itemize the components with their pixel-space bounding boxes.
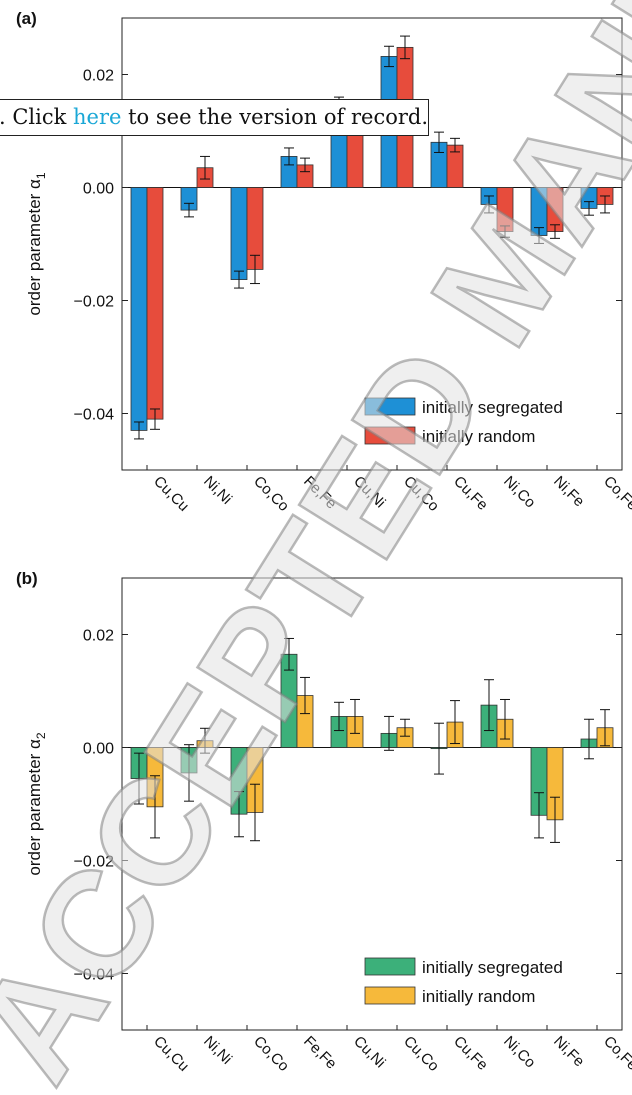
x-tick-label: Ni,Co (500, 1033, 539, 1072)
x-tick-label: Co,Fe (600, 1033, 632, 1074)
y-axis-label-subscript: 2 (34, 732, 48, 739)
x-tick-label: Cu,Cu (150, 1033, 192, 1075)
x-tick-label: Co,Co (250, 473, 292, 515)
y-axis-label: order parameter α1 (25, 172, 48, 315)
panel-label: (a) (16, 9, 37, 28)
legend-swatch (364, 986, 416, 1005)
version-of-record-banner: . Click here to see the version of recor… (0, 99, 429, 136)
panel-label: (b) (16, 569, 38, 588)
y-tick-label: −0.04 (74, 967, 115, 984)
x-tick-label: Ni,Ni (200, 473, 235, 508)
bar (496, 187, 514, 232)
y-tick-label: 0.00 (83, 741, 114, 758)
y-tick-label: −0.02 (74, 854, 115, 871)
y-axis-label-text: order parameter α (25, 739, 44, 876)
legend-label: initially segregated (422, 958, 563, 977)
x-tick-label: Cu,Cu (150, 473, 192, 515)
panel-b-chart: (b) 0.02 0.00 −0.02 −0.04 order parameter α2 C… (16, 569, 632, 1075)
bar (146, 187, 164, 420)
legend-label: initially segregated (422, 398, 563, 417)
x-tick-label: Cu,Ni (350, 1033, 389, 1072)
plot-frame (121, 577, 623, 1031)
banner-prefix: . Click (0, 105, 74, 129)
bar (130, 187, 148, 431)
plot-frame (121, 17, 623, 471)
legend-swatch (364, 426, 416, 445)
legend-label: initially random (422, 987, 535, 1006)
y-axis-label-text: order parameter α (25, 179, 44, 316)
here-link[interactable]: here (73, 105, 122, 129)
x-tick-label: Cu,Fe (450, 473, 491, 514)
x-tick-label: Cu,Co (400, 473, 442, 515)
legend-label: initially random (422, 427, 535, 446)
y-tick-label: −0.02 (74, 294, 115, 311)
banner-suffix: to see the version of record. (121, 105, 429, 129)
y-tick-label: 0.02 (83, 68, 114, 85)
bar (230, 187, 248, 280)
y-axis-label-subscript: 1 (34, 172, 48, 179)
x-tick-label: Cu,Ni (350, 473, 389, 512)
y-tick-label: −0.04 (74, 407, 115, 424)
x-tick-label: Ni,Fe (550, 1033, 587, 1070)
legend-swatch (364, 957, 416, 976)
x-tick-label: Co,Co (250, 1033, 292, 1075)
y-axis-label: order parameter α2 (25, 732, 48, 875)
x-tick-label: Fe,Fe (300, 473, 340, 513)
x-tick-label: Fe,Fe (300, 1033, 340, 1073)
x-tick-label: Co,Fe (600, 473, 632, 514)
x-tick-label: Cu,Co (400, 1033, 442, 1075)
x-tick-label: Ni,Fe (550, 473, 587, 510)
x-tick-label: Ni,Ni (200, 1033, 235, 1068)
y-tick-label: 0.02 (83, 628, 114, 645)
legend-swatch (364, 397, 416, 416)
panel-a-chart: (a) 0.02 0.00 −0.02 −0.04 order parameter α1 C… (16, 9, 632, 515)
x-tick-label: Cu,Fe (450, 1033, 491, 1074)
x-tick-label: Ni,Co (500, 473, 539, 512)
y-tick-label: 0.00 (83, 181, 114, 198)
